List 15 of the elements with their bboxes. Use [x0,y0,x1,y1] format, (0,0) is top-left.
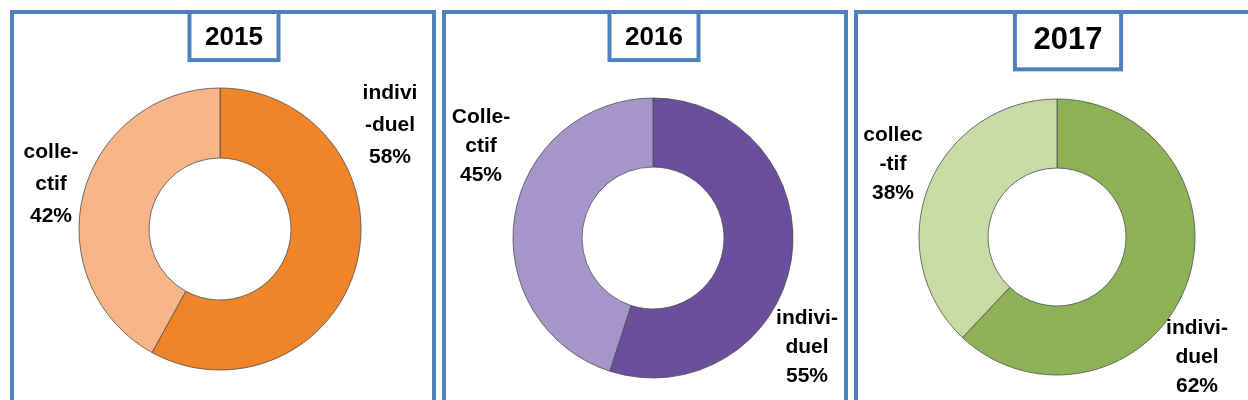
slice-label: colle- ctif [23,138,79,194]
slice-label: indivi- duel [1166,314,1228,367]
data-label: 45% [459,161,503,185]
data-label: 55% [785,362,829,386]
slice-label: indivi -duel [362,79,418,135]
data-label: 42% [29,202,73,226]
chart-title: 2015 [205,20,263,51]
slice-label: Colle- ctif [451,103,511,156]
slice-label: collec -tif [863,121,924,174]
slice-label: indivi- duel [776,304,838,357]
chart-title: 2016 [625,20,683,51]
chart-title: 2017 [1033,21,1103,57]
data-label: 58% [368,143,412,167]
data-label: 62% [1175,372,1219,396]
data-label: 38% [871,179,915,203]
